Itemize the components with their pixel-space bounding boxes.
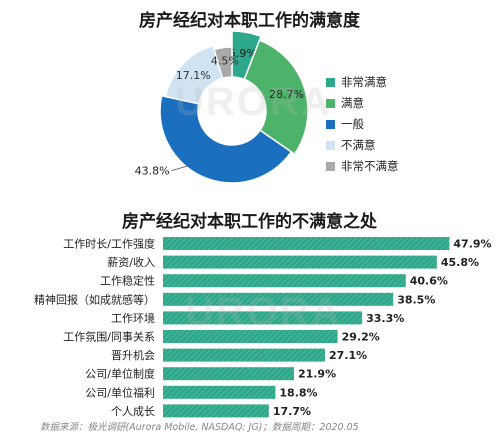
donut-slice-2: [159, 94, 293, 184]
donut-slice-1: [243, 39, 309, 156]
bar-6: [163, 348, 326, 362]
bar-category-label-3: 精神回报（如成就感等）: [34, 292, 155, 306]
bar-value-label-8: 18.8%: [279, 386, 317, 399]
legend-label-3: 不满意: [341, 138, 376, 152]
bar-value-label-9: 17.7%: [273, 405, 311, 418]
legend-item-2: 一般: [326, 114, 399, 134]
bar-category-label-5: 工作氛围/同事关系: [63, 330, 155, 344]
bar-value-label-1: 45.8%: [441, 256, 479, 269]
legend-swatch-2: [326, 119, 335, 129]
legend-item-3: 不满意: [326, 135, 399, 155]
donut-chart: 5.9% 28.7% 43.8% 17.1%4.5%: [135, 30, 309, 184]
bar-value-label-3: 38.5%: [397, 293, 435, 306]
legend-label-4: 非常不满意: [341, 159, 399, 173]
chart-title-dissatisfaction: 房产经纪对本职工作的不满意之处: [122, 212, 377, 232]
bar-category-label-6: 晋升机会: [111, 348, 155, 362]
bar-category-label-2: 工作稳定性: [100, 274, 155, 288]
donut-slice-4: [213, 46, 233, 80]
donut-label-0: 5.9%: [229, 47, 257, 60]
legend-swatch-4: [326, 161, 335, 171]
bar-7: [163, 367, 294, 381]
bar-0: [163, 237, 450, 250]
donut-label-1: 28.7%: [269, 88, 304, 101]
bar-category-label-7: 公司/单位制度: [85, 367, 155, 381]
legend-item-1: 满意: [326, 93, 399, 113]
legend-swatch-1: [326, 98, 335, 108]
legend-swatch-0: [326, 77, 335, 87]
bar-8: [163, 385, 276, 399]
bar-category-label-8: 公司/单位福利: [85, 385, 155, 399]
donut-label-4: 4.5%: [211, 55, 239, 68]
footer-source: 数据来源：极光调研(Aurora Mobile, NASDAQ: JG)；数据周…: [40, 422, 359, 433]
bar-category-label-4: 工作环境: [111, 311, 155, 325]
bar-5: [163, 330, 338, 343]
donut-leader-2: [171, 164, 191, 171]
legend-swatch-3: [326, 140, 335, 150]
donut-label-3: 17.1%: [176, 69, 211, 82]
bar-4: [163, 311, 363, 325]
bar-value-label-0: 47.9%: [453, 238, 491, 251]
bar-chart: 工作时长/工作强度 47.9% 薪资/收入 45.8% 工作稳定性 40.6% 精神回报（如…: [34, 237, 492, 418]
bar-2: [163, 274, 406, 288]
donut-slice-3: [164, 44, 224, 105]
bar-3: [163, 292, 394, 306]
bar-value-label-2: 40.6%: [410, 275, 448, 288]
bar-1: [163, 255, 437, 269]
bar-category-label-9: 个人成长: [111, 405, 155, 418]
bar-value-label-5: 29.2%: [342, 331, 380, 344]
bar-value-label-7: 21.9%: [298, 368, 336, 381]
legend-label-0: 非常满意: [341, 75, 387, 89]
legend-item-4: 非常不满意: [326, 156, 399, 176]
legend-label-2: 一般: [341, 117, 364, 131]
bar-value-label-4: 33.3%: [366, 312, 404, 325]
donut-legend: 非常满意满意一般不满意非常不满意: [326, 72, 399, 177]
bar-category-label-1: 薪资/收入: [107, 255, 155, 269]
legend-item-0: 非常满意: [326, 72, 399, 92]
bar-value-label-6: 27.1%: [329, 349, 367, 362]
bar-category-label-0: 工作时长/工作强度: [63, 237, 155, 251]
legend-label-1: 满意: [341, 96, 364, 110]
donut-label-2: 43.8%: [135, 165, 170, 178]
bar-9: [163, 404, 269, 418]
chart-title-satisfaction: 房产经纪对本职工作的满意度: [139, 11, 360, 31]
